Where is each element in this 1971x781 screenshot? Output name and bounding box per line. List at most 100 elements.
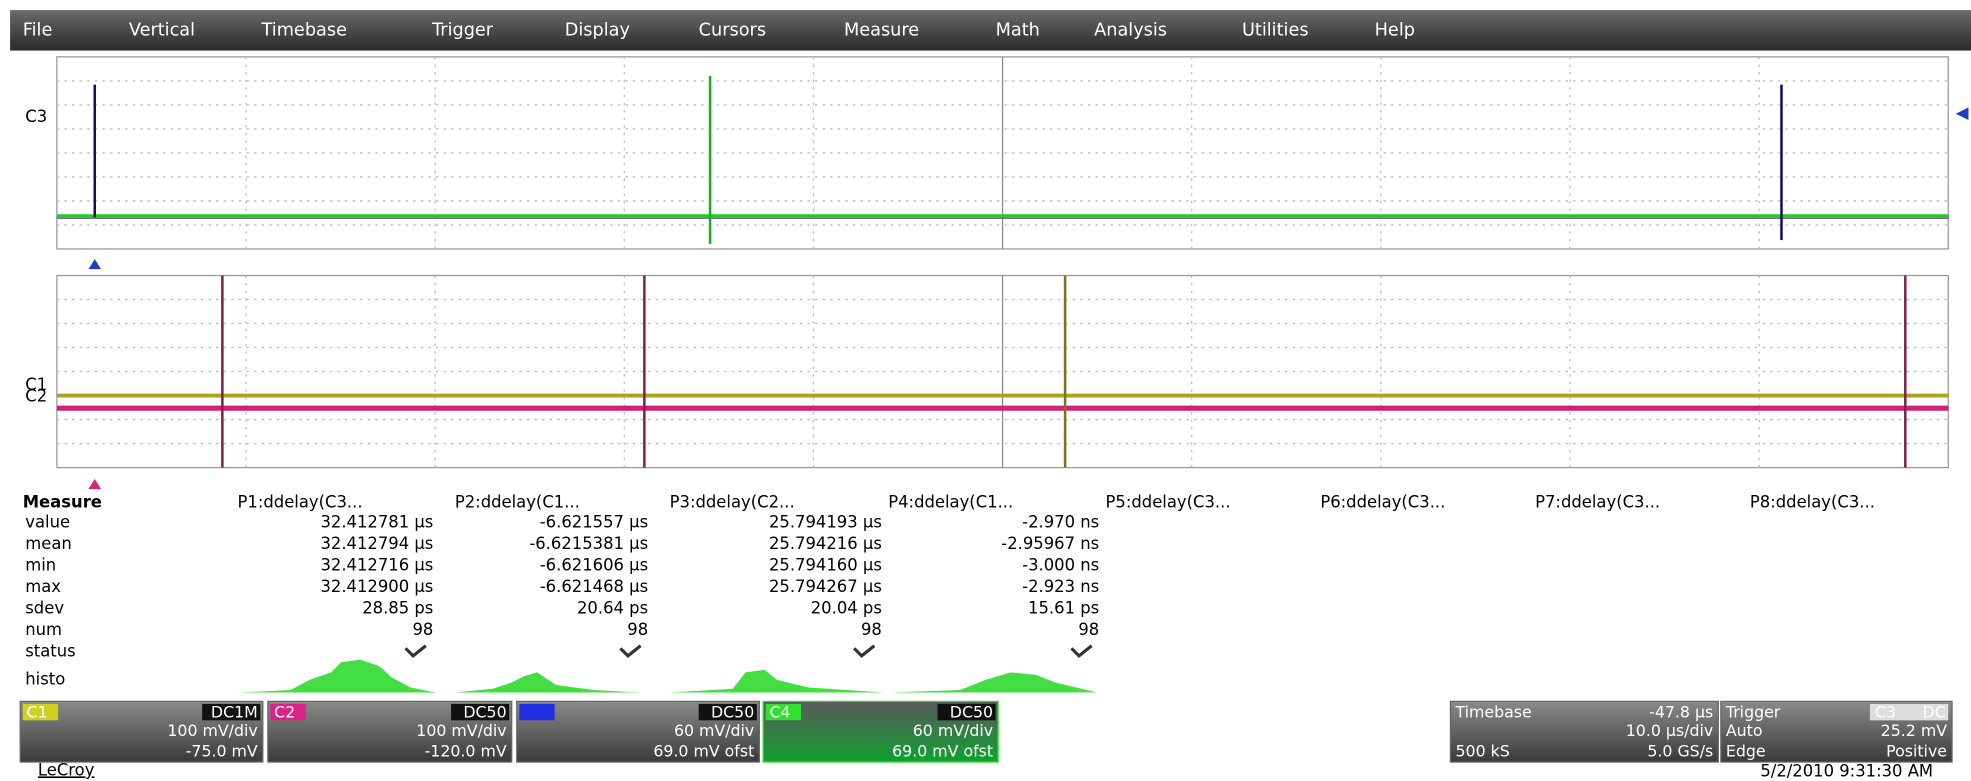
timebase-title: Timebase [1455, 702, 1532, 721]
measure-value: -6.621557 µs [540, 513, 648, 532]
measure-value: 25.794193 µs [769, 513, 882, 532]
datetime: 5/2/2010 9:31:30 AM [1760, 762, 1933, 781]
measure-value: 25.794267 µs [769, 577, 882, 596]
trigger-source: C3 [1875, 702, 1896, 721]
trigger-coupling: DC [1923, 702, 1946, 721]
measure-value: 98 [627, 620, 648, 639]
status-check [404, 644, 427, 659]
measure-value: 98 [1078, 620, 1099, 639]
measure-value: 20.04 ps [811, 599, 882, 618]
measure-title: Measure [23, 492, 102, 511]
measure-row-label: status [25, 642, 75, 661]
measure-value: -2.95967 ns [1001, 534, 1099, 553]
coupling: DC50 [950, 702, 993, 721]
measure-row-label: histo [25, 669, 65, 688]
measure-value: 15.61 ps [1028, 599, 1099, 618]
measure-row-label: mean [25, 534, 72, 553]
menu-item[interactable]: Timebase [261, 20, 347, 40]
measure-column: P4:ddelay(C1... [888, 492, 1013, 511]
measure-row-label: value [25, 513, 70, 532]
measure-column: P2:ddelay(C1... [455, 492, 580, 511]
trigger-type: Edge [1726, 741, 1766, 760]
coupling: DC50 [711, 702, 754, 721]
measure-value: -6.621468 µs [540, 577, 648, 596]
measure-value: -2.970 ns [1022, 513, 1099, 532]
coupling-tag [451, 703, 510, 721]
measure-value: 25.794160 µs [769, 556, 882, 575]
menu-item[interactable]: Vertical [129, 20, 195, 40]
timebase-rate: 5.0 GS/s [1647, 741, 1713, 760]
menu-item[interactable]: Utilities [1242, 20, 1309, 40]
timebase-box[interactable] [1449, 700, 1719, 763]
channel-label: C3 [25, 107, 47, 126]
offset: 69.0 mV ofst [892, 741, 993, 760]
vertical-scale: 60 mV/div [674, 721, 754, 740]
measure-value: -3.000 ns [1022, 556, 1099, 575]
channel-name: C1 [27, 702, 48, 721]
timebase-samples: 500 kS [1456, 741, 1510, 760]
channel-tag [270, 703, 306, 721]
timebase-scale: 10.0 µs/div [1626, 721, 1713, 740]
trigger-tag [1869, 703, 1949, 721]
measure-column: P3:ddelay(C2... [670, 492, 795, 511]
measure-value: 32.412794 µs [320, 534, 433, 553]
trigger-level: 25.2 mV [1881, 721, 1948, 740]
vertical-scale: 60 mV/div [913, 721, 993, 740]
vertical-scale: 100 mV/div [416, 721, 506, 740]
traces [56, 75, 1969, 490]
menu-item[interactable]: Cursors [699, 20, 766, 40]
trigger-title: Trigger [1725, 702, 1781, 721]
menu-item[interactable]: File [23, 20, 53, 40]
offset: 69.0 mV ofst [653, 741, 754, 760]
channel-label: C2 [25, 386, 47, 405]
menu-item[interactable]: Measure [844, 20, 919, 40]
measure-column: P8:ddelay(C3... [1750, 492, 1875, 511]
measure-value: 32.412900 µs [320, 577, 433, 596]
channel-tag [765, 703, 802, 721]
timebase-delay: -47.8 µs [1649, 702, 1713, 721]
measure-column: P7:ddelay(C3... [1535, 492, 1660, 511]
measure-value: 98 [412, 620, 433, 639]
coupling-tag [937, 703, 996, 721]
menu-item[interactable]: Analysis [1094, 20, 1167, 40]
measure-value: -2.923 ns [1022, 577, 1099, 596]
vertical-scale: 100 mV/div [167, 721, 257, 740]
trigger-mode: Auto [1726, 721, 1763, 740]
menu-item[interactable]: Help [1375, 20, 1415, 40]
measure-value: -6.621606 µs [540, 556, 648, 575]
measure-row-label: sdev [25, 599, 64, 618]
measure-value: -6.6215381 µs [529, 534, 648, 553]
coupling-tag [202, 703, 261, 721]
menu-item[interactable]: Display [565, 20, 630, 40]
measure-row-label: num [25, 620, 62, 639]
measure-value: 32.412716 µs [320, 556, 433, 575]
menu-bar [10, 10, 1971, 51]
measure-value: 20.64 ps [577, 599, 648, 618]
channel-tag [519, 703, 555, 721]
coupling-tag [698, 703, 757, 721]
histograms [240, 659, 1097, 693]
coupling: DC50 [463, 702, 506, 721]
trigger-slope: Positive [1886, 741, 1947, 760]
measure-value: 32.412781 µs [320, 513, 433, 532]
measure-column: P6:ddelay(C3... [1320, 492, 1445, 511]
status-check [619, 644, 642, 659]
menu-item[interactable]: Math [996, 20, 1040, 40]
measure-value: 25.794216 µs [769, 534, 882, 553]
offset: -120.0 mV [425, 741, 507, 760]
measure-column: P1:ddelay(C3... [238, 492, 363, 511]
status-check [852, 644, 876, 659]
measure-row-label: max [25, 577, 61, 596]
coupling: DC1M [211, 702, 258, 721]
channel-name: C4 [769, 702, 790, 721]
offset: -75.0 mV [186, 741, 258, 760]
status-check [1070, 644, 1093, 659]
measure-value: 28.85 ps [362, 599, 433, 618]
channel-name: C2 [274, 702, 295, 721]
brand: LeCroy [38, 760, 95, 779]
measure-row-label: min [25, 556, 56, 575]
channel-label: C1 [25, 375, 47, 394]
measure-column: P5:ddelay(C3... [1106, 492, 1231, 511]
menu-item[interactable]: Trigger [431, 20, 494, 40]
